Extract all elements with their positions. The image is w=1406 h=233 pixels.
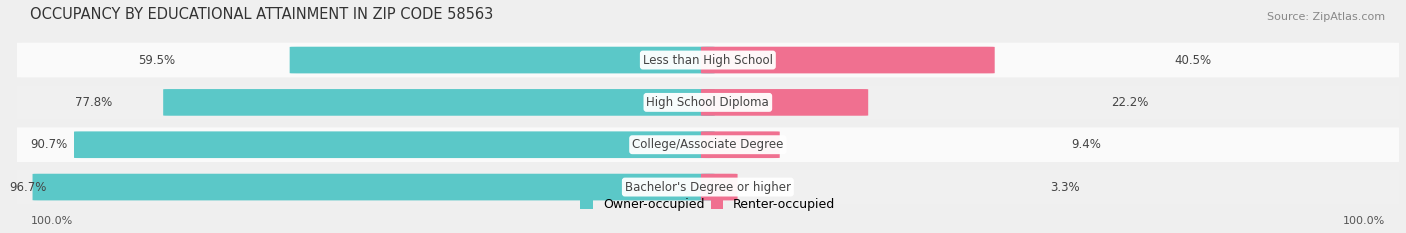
FancyBboxPatch shape bbox=[3, 127, 1406, 162]
FancyBboxPatch shape bbox=[702, 47, 994, 73]
FancyBboxPatch shape bbox=[75, 131, 714, 158]
Text: 59.5%: 59.5% bbox=[138, 54, 176, 67]
Text: 3.3%: 3.3% bbox=[1050, 181, 1080, 194]
Text: High School Diploma: High School Diploma bbox=[647, 96, 769, 109]
FancyBboxPatch shape bbox=[3, 43, 1406, 77]
Text: 40.5%: 40.5% bbox=[1175, 54, 1212, 67]
FancyBboxPatch shape bbox=[702, 174, 738, 200]
FancyBboxPatch shape bbox=[32, 174, 714, 200]
Text: 77.8%: 77.8% bbox=[75, 96, 112, 109]
Text: OCCUPANCY BY EDUCATIONAL ATTAINMENT IN ZIP CODE 58563: OCCUPANCY BY EDUCATIONAL ATTAINMENT IN Z… bbox=[31, 7, 494, 22]
FancyBboxPatch shape bbox=[290, 47, 714, 73]
Text: 22.2%: 22.2% bbox=[1112, 96, 1149, 109]
FancyBboxPatch shape bbox=[702, 89, 869, 116]
Text: 96.7%: 96.7% bbox=[10, 181, 46, 194]
Text: Source: ZipAtlas.com: Source: ZipAtlas.com bbox=[1267, 12, 1385, 22]
FancyBboxPatch shape bbox=[3, 85, 1406, 120]
FancyBboxPatch shape bbox=[3, 170, 1406, 204]
Text: 9.4%: 9.4% bbox=[1071, 138, 1101, 151]
FancyBboxPatch shape bbox=[163, 89, 714, 116]
Text: 100.0%: 100.0% bbox=[1343, 216, 1385, 226]
Text: Bachelor's Degree or higher: Bachelor's Degree or higher bbox=[624, 181, 790, 194]
Text: 100.0%: 100.0% bbox=[31, 216, 73, 226]
Text: Less than High School: Less than High School bbox=[643, 54, 773, 67]
Text: 90.7%: 90.7% bbox=[30, 138, 67, 151]
FancyBboxPatch shape bbox=[702, 131, 780, 158]
Legend: Owner-occupied, Renter-occupied: Owner-occupied, Renter-occupied bbox=[575, 193, 841, 216]
Text: College/Associate Degree: College/Associate Degree bbox=[633, 138, 783, 151]
